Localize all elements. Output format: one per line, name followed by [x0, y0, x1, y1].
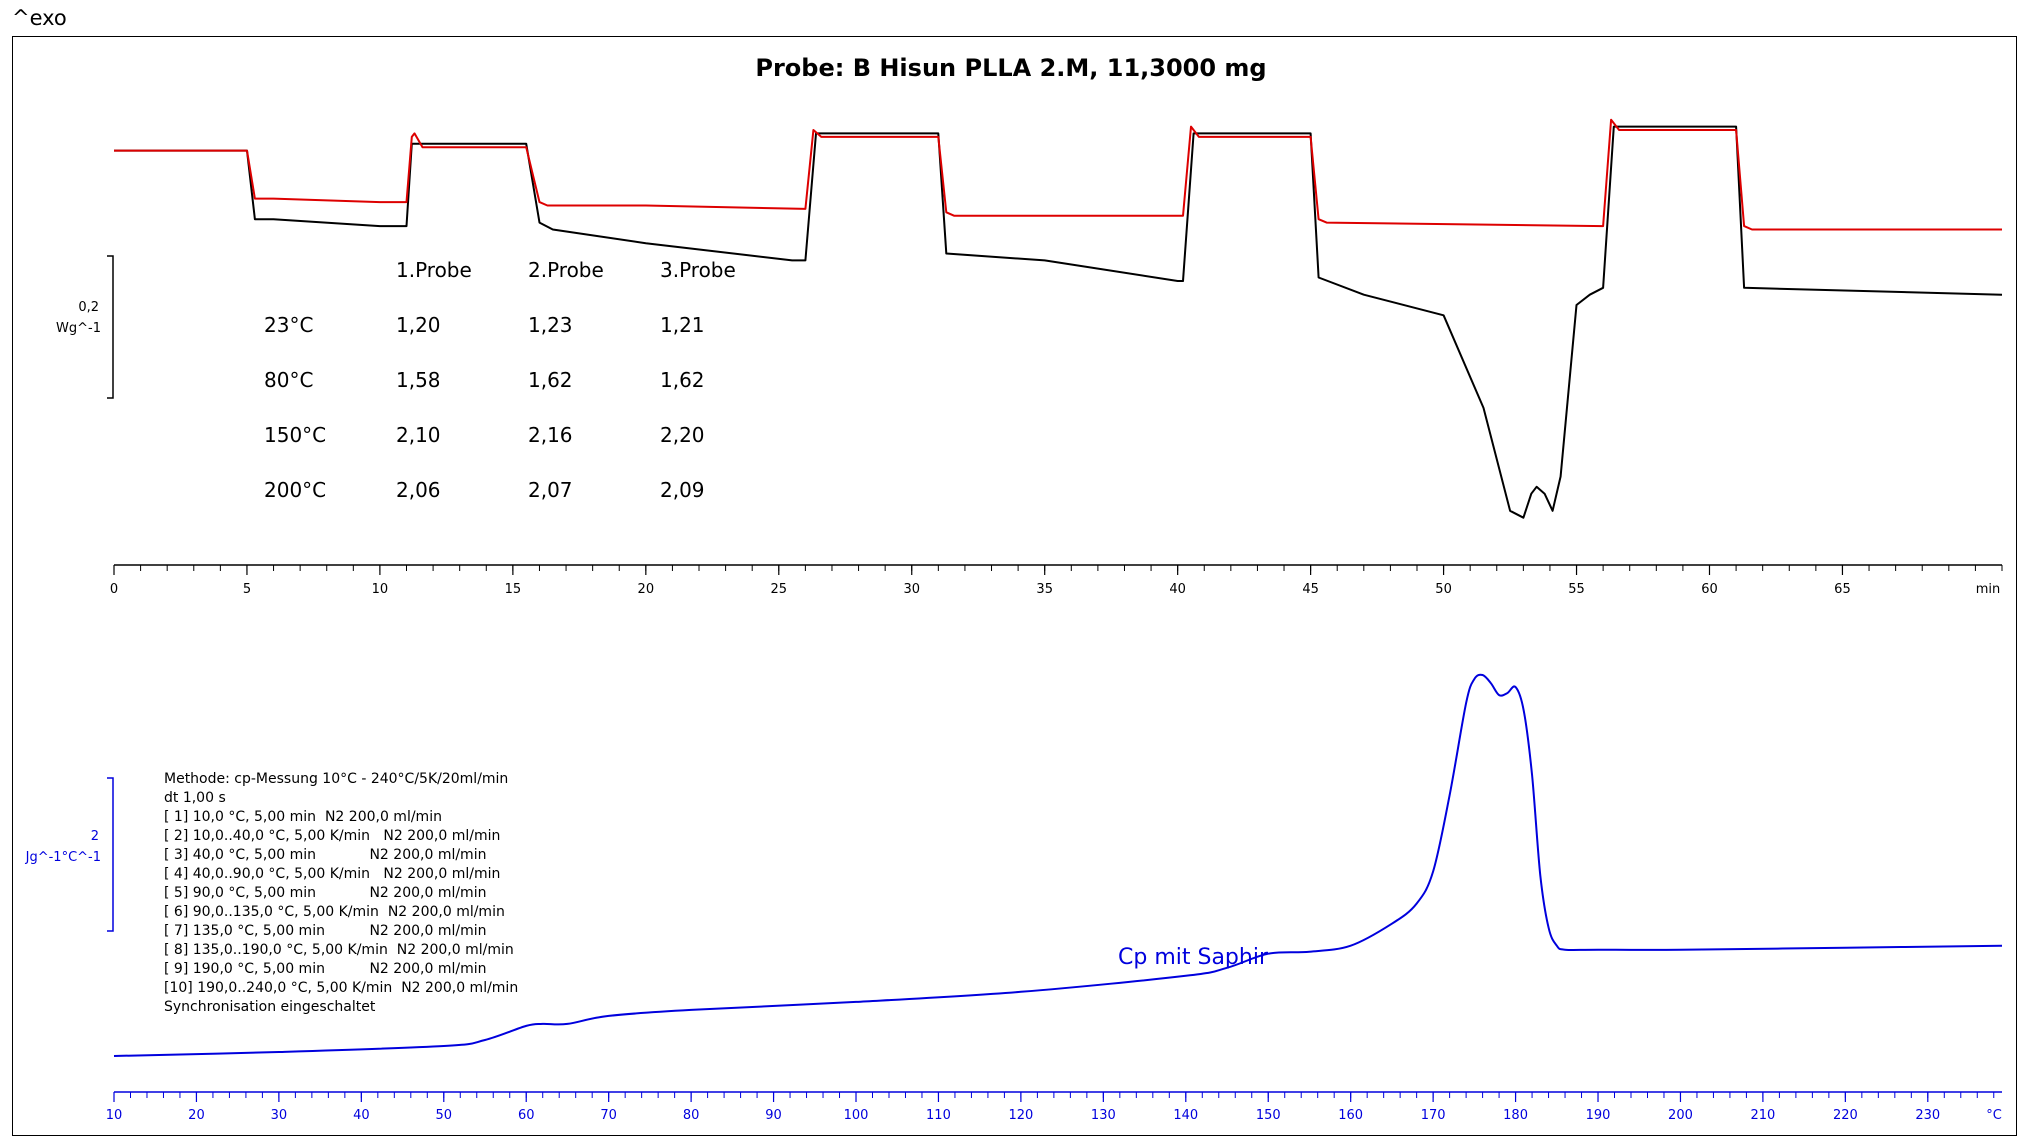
bottom-tick-label: 20	[188, 1108, 205, 1123]
top-tick-label: 55	[1568, 582, 1585, 597]
bottom-tick-label: 190	[1586, 1108, 1611, 1123]
top-scale-unit: Wg^-1	[56, 321, 101, 336]
table-cell: 1,21	[660, 313, 705, 337]
bottom-tick-label: 40	[353, 1108, 370, 1123]
bottom-tick-label: 170	[1421, 1108, 1446, 1123]
table-cell: 1,58	[396, 368, 441, 392]
top-tick-label: 0	[110, 582, 118, 597]
bottom-tick-label: 150	[1256, 1108, 1281, 1123]
top-tick-label: 25	[771, 582, 788, 597]
bottom-tick-label: 70	[600, 1108, 617, 1123]
top-series-line-2	[114, 118, 2002, 231]
top-tick-label: 45	[1302, 582, 1319, 597]
top-tick-label: 5	[243, 582, 251, 597]
method-line: [ 7] 135,0 °C, 5,00 min N2 200,0 ml/min	[164, 923, 486, 939]
bottom-tick-label: 180	[1503, 1108, 1528, 1123]
cp-annotation: Cp mit Saphir	[1118, 945, 1269, 970]
bottom-tick-label: 130	[1091, 1108, 1116, 1123]
bottom-x-axis: °C 10 20 30 40 50 60 70 80 90 100 110 120 130 140 150 1…	[106, 1091, 2002, 1123]
table-cell: 1,62	[660, 368, 705, 392]
top-tick-label: 20	[638, 582, 655, 597]
top-series-line-1	[114, 125, 2003, 519]
top-x-axis: min 0 5 10 15 20 25 30 35 40 45 50 55 60 65	[110, 564, 2003, 597]
top-scale-value: 0,2	[78, 300, 99, 315]
method-line: [ 8] 135,0..190,0 °C, 5,00 K/min N2 200,…	[164, 942, 514, 958]
bottom-series-group	[113, 673, 2003, 1057]
top-tick-label: 50	[1435, 582, 1452, 597]
table-cell: 23°C	[264, 313, 313, 337]
bottom-tick-label: 220	[1833, 1108, 1858, 1123]
exo-direction-label: ^exo	[12, 6, 67, 30]
top-tick-label: 40	[1169, 582, 1186, 597]
bottom-scale-unit: Jg^-1°C^-1	[25, 850, 101, 865]
top-tick-label: 15	[505, 582, 522, 597]
top-series-group	[114, 118, 2003, 519]
table-cell: 1,20	[396, 313, 441, 337]
chart-title: Probe: B Hisun PLLA 2.M, 11,3000 mg	[755, 54, 1267, 82]
bottom-tick-label: 140	[1173, 1108, 1198, 1123]
top-tick-label: 60	[1701, 582, 1718, 597]
bottom-x-unit: °C	[1986, 1108, 2002, 1123]
table-cell: 1,62	[528, 368, 573, 392]
bottom-series-line-1	[113, 673, 2003, 1057]
method-line: [ 3] 40,0 °C, 5,00 min N2 200,0 ml/min	[164, 847, 486, 863]
table-cell: 2,20	[660, 423, 705, 447]
bottom-tick-label: 50	[436, 1108, 453, 1123]
bottom-tick-label: 80	[683, 1108, 700, 1123]
top-x-unit: min	[1976, 582, 2001, 597]
method-line: [ 4] 40,0..90,0 °C, 5,00 K/min N2 200,0 …	[164, 866, 500, 882]
table-cell: 200°C	[264, 478, 326, 502]
results-table: 1.Probe 2.Probe 3.Probe 23°C 1,20 1,23 1,21 80°…	[264, 258, 736, 502]
bottom-tick-label: 110	[926, 1108, 951, 1123]
top-tick-label: 10	[372, 582, 389, 597]
top-tick-label: 65	[1834, 582, 1851, 597]
bottom-tick-label: 100	[844, 1108, 869, 1123]
bottom-tick-label: 90	[765, 1108, 782, 1123]
table-cell: 2,07	[528, 478, 573, 502]
table-cell: 2,10	[396, 423, 441, 447]
method-line: Methode: cp-Messung 10°C - 240°C/5K/20ml…	[164, 771, 508, 787]
bottom-tick-label: 200	[1668, 1108, 1693, 1123]
method-description: Methode: cp-Messung 10°C - 240°C/5K/20ml…	[164, 771, 518, 1015]
bottom-tick-label: 30	[271, 1108, 288, 1123]
top-scale-bar: 0,2 Wg^-1	[56, 255, 114, 399]
bottom-tick-label: 230	[1915, 1108, 1940, 1123]
top-tick-label: 30	[903, 582, 920, 597]
method-line: Synchronisation eingeschaltet	[164, 999, 376, 1015]
top-tick-label: 35	[1036, 582, 1053, 597]
table-cell: 1,23	[528, 313, 573, 337]
bottom-tick-label: 120	[1008, 1108, 1033, 1123]
bottom-tick-label: 10	[106, 1108, 123, 1123]
bottom-tick-label: 210	[1750, 1108, 1775, 1123]
method-line: [ 1] 10,0 °C, 5,00 min N2 200,0 ml/min	[164, 809, 442, 825]
table-cell: 2,09	[660, 478, 705, 502]
table-header: 1.Probe	[396, 258, 472, 282]
bottom-scale-value: 2	[91, 829, 99, 844]
bottom-tick-label: 160	[1338, 1108, 1363, 1123]
method-line: dt 1,00 s	[164, 790, 226, 806]
bottom-tick-label: 60	[518, 1108, 535, 1123]
bottom-scale-bar: 2 Jg^-1°C^-1	[25, 777, 114, 932]
method-line: [ 2] 10,0..40,0 °C, 5,00 K/min N2 200,0 …	[164, 828, 500, 844]
method-line: [ 9] 190,0 °C, 5,00 min N2 200,0 ml/min	[164, 961, 486, 977]
table-cell: 150°C	[264, 423, 326, 447]
table-cell: 2,06	[396, 478, 441, 502]
table-header: 3.Probe	[660, 258, 736, 282]
table-cell: 80°C	[264, 368, 313, 392]
method-line: [ 5] 90,0 °C, 5,00 min N2 200,0 ml/min	[164, 885, 486, 901]
table-header: 2.Probe	[528, 258, 604, 282]
method-line: [10] 190,0..240,0 °C, 5,00 K/min N2 200,…	[164, 980, 518, 996]
method-line: [ 6] 90,0..135,0 °C, 5,00 K/min N2 200,0…	[164, 904, 505, 920]
table-cell: 2,16	[528, 423, 573, 447]
